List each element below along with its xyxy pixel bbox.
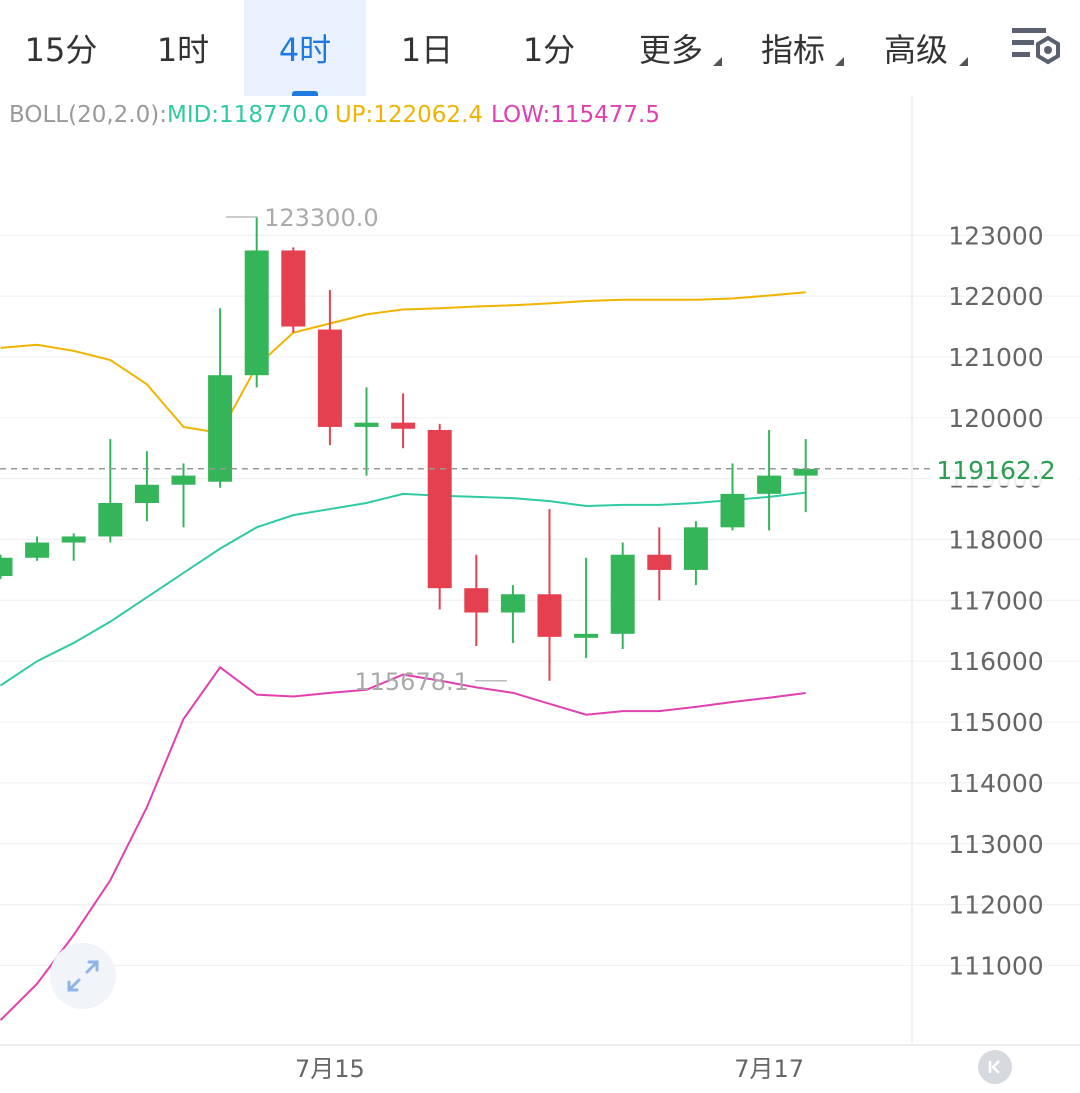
- y-tick-label-0: 123000: [948, 221, 1043, 250]
- tab-label: 更多: [638, 31, 703, 69]
- candlestick-chart[interactable]: 1230001220001210001200001190001180001170…: [0, 96, 1080, 1093]
- tab-label: 15分: [24, 31, 98, 69]
- settings-line-1: [1012, 28, 1046, 33]
- last-price-label-bg: [930, 451, 1078, 486]
- chart-settings-icon[interactable]: [1010, 24, 1062, 68]
- boll-mid-line: [0, 491, 806, 687]
- dropdown-triangle-icon: [713, 57, 722, 66]
- candle-body-14: [500, 594, 525, 613]
- timeframe-tabs: 15分 1时 4时 1日 1分 更多 指标 高级: [0, 0, 1080, 96]
- candle-body-3: [98, 502, 123, 537]
- y-tick-label-1: 122000: [948, 282, 1043, 311]
- legend-boll-name: BOLL(20,2.0):: [9, 102, 167, 128]
- tab-2[interactable]: 4时: [244, 0, 366, 96]
- y-tick-label-8: 115000: [948, 708, 1043, 737]
- candle-body-7: [244, 250, 269, 376]
- candle-body-6: [208, 375, 233, 482]
- settings-hexagon: [1036, 35, 1060, 65]
- settings-line-3: [1012, 52, 1030, 57]
- candle-body-13: [464, 588, 489, 613]
- boll-upper-line: [0, 291, 806, 435]
- expand-chart-button[interactable]: [50, 943, 116, 1009]
- settings-line-2: [1012, 40, 1034, 45]
- dropdown-triangle-icon: [835, 57, 844, 66]
- boll-legend: BOLL(20,2.0):MID:118770.0 UP:122062.4 LOW:…: [9, 102, 660, 128]
- candle-body-10: [354, 422, 379, 427]
- tab-4[interactable]: 1分: [488, 0, 610, 96]
- candle-body-1: [25, 542, 50, 558]
- tab-3[interactable]: 1日: [366, 0, 488, 96]
- boll-lower-line: [0, 665, 806, 1021]
- y-tick-label-5: 118000: [948, 526, 1043, 555]
- candle-body-0: [0, 557, 13, 577]
- legend-up: UP:122062.4: [334, 102, 484, 128]
- candle-body-16: [574, 633, 599, 638]
- low-marker-label: 115678.1: [354, 668, 469, 696]
- x-tick-label-0: 7月15: [295, 1055, 365, 1083]
- candle-body-19: [683, 527, 708, 570]
- candle-body-17: [610, 554, 635, 634]
- y-tick-label-3: 120000: [948, 404, 1043, 433]
- active-tab-indicator: [292, 91, 318, 96]
- y-tick-label-6: 117000: [948, 586, 1043, 615]
- last-price-label: 119162.2: [936, 456, 1055, 485]
- high-marker-label: 123300.0: [264, 204, 379, 232]
- skip-to-end-icon: [988, 1060, 1000, 1074]
- y-tick-label-7: 116000: [948, 647, 1043, 676]
- expand-icon: [67, 960, 99, 992]
- candle-body-15: [537, 594, 562, 637]
- candle-body-12: [427, 429, 452, 589]
- candle-body-9: [317, 329, 342, 427]
- tab-label: 1分: [522, 31, 576, 69]
- legend-mid: MID:118770.0: [166, 102, 329, 128]
- y-tick-label-10: 113000: [948, 830, 1043, 859]
- y-tick-label-2: 121000: [948, 343, 1043, 372]
- tab-6[interactable]: 指标: [732, 0, 854, 96]
- candle-body-8: [281, 250, 306, 327]
- legend-low: LOW:115477.5: [491, 102, 661, 128]
- tab-label: 4时: [278, 31, 332, 69]
- candle-body-4: [134, 484, 159, 503]
- tab-label: 1日: [400, 31, 454, 69]
- tab-5[interactable]: 更多: [610, 0, 732, 96]
- y-tick-label-12: 111000: [948, 951, 1043, 980]
- scroll-to-latest-button[interactable]: [978, 1050, 1012, 1084]
- dropdown-triangle-icon: [959, 57, 968, 66]
- candle-body-11: [391, 422, 416, 429]
- candle-body-21: [757, 475, 782, 494]
- candle-body-2: [61, 536, 86, 543]
- tab-label: 1时: [156, 31, 210, 69]
- tab-label: 指标: [760, 31, 825, 69]
- tab-1[interactable]: 1时: [122, 0, 244, 96]
- x-tick-label-1: 7月17: [734, 1055, 804, 1083]
- candle-body-5: [171, 475, 196, 485]
- y-tick-label-11: 112000: [948, 891, 1043, 920]
- candle-body-20: [720, 493, 745, 528]
- tab-label: 高级: [883, 31, 948, 69]
- tab-7[interactable]: 高级: [854, 0, 978, 96]
- y-tick-label-9: 114000: [948, 769, 1043, 798]
- candle-body-18: [647, 554, 672, 570]
- settings-hexagon-core: [1044, 46, 1052, 54]
- tab-0[interactable]: 15分: [0, 0, 122, 96]
- candle-body-22: [793, 468, 818, 476]
